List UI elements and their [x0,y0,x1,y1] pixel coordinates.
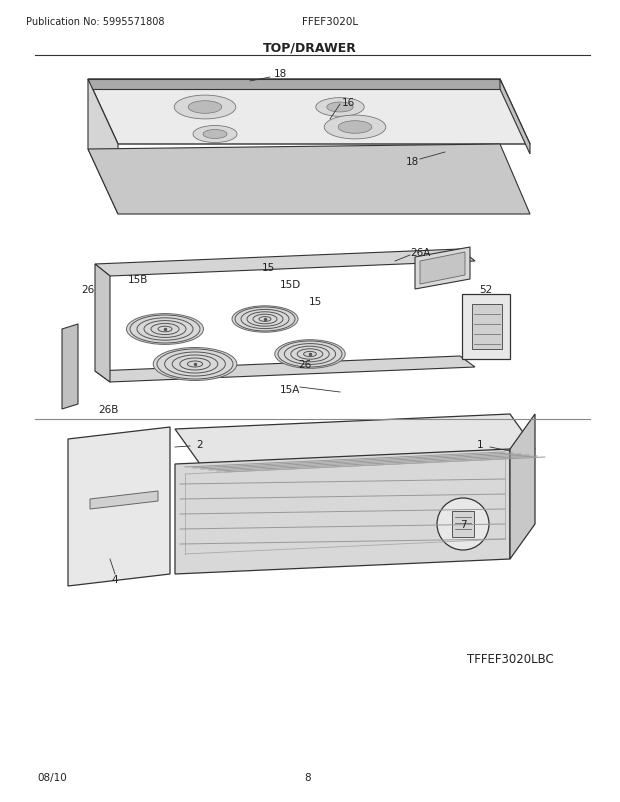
Polygon shape [88,80,118,215]
Ellipse shape [126,314,203,345]
Text: 26: 26 [298,359,312,370]
Text: 8: 8 [304,772,311,782]
Polygon shape [88,145,530,215]
Text: 15A: 15A [280,384,300,395]
Ellipse shape [174,96,236,119]
Text: TOP/DRAWER: TOP/DRAWER [263,42,357,55]
Ellipse shape [188,102,222,114]
Polygon shape [175,415,535,464]
Text: 15B: 15B [128,274,148,285]
Text: 15: 15 [262,263,275,273]
Text: 15: 15 [308,297,322,306]
Polygon shape [95,357,475,383]
Ellipse shape [338,122,372,134]
Text: 18: 18 [273,69,286,79]
Ellipse shape [232,306,298,333]
Polygon shape [95,265,110,383]
Polygon shape [415,248,470,290]
Polygon shape [420,253,465,285]
Text: 2: 2 [197,439,203,449]
Polygon shape [472,305,502,350]
Text: 08/10: 08/10 [37,772,67,782]
Ellipse shape [316,99,364,117]
Text: 26B: 26B [98,404,118,415]
Polygon shape [500,80,530,155]
Polygon shape [510,415,535,559]
Text: Publication No: 5995571808: Publication No: 5995571808 [26,17,164,27]
Polygon shape [452,512,474,537]
Polygon shape [95,249,475,277]
Polygon shape [90,492,158,509]
Polygon shape [175,449,510,574]
Ellipse shape [327,103,353,113]
Polygon shape [462,294,510,359]
Circle shape [437,498,489,550]
Text: 18: 18 [405,157,419,167]
Polygon shape [88,80,500,90]
Polygon shape [68,427,170,586]
Text: TFFEF3020LBC: TFFEF3020LBC [467,653,554,666]
Ellipse shape [193,127,237,144]
Text: 7: 7 [459,520,466,529]
Text: FFEF3020L: FFEF3020L [302,17,358,27]
Text: 4: 4 [112,574,118,585]
Text: 15D: 15D [280,280,301,290]
Ellipse shape [324,116,386,140]
Text: 1: 1 [477,439,484,449]
Polygon shape [62,325,78,410]
Text: 52: 52 [479,285,493,294]
Text: 26: 26 [81,285,95,294]
Ellipse shape [275,340,345,369]
Text: 16: 16 [342,98,355,107]
Ellipse shape [153,348,237,381]
Ellipse shape [203,131,227,140]
Text: 26A: 26A [410,248,430,257]
Polygon shape [88,80,530,145]
